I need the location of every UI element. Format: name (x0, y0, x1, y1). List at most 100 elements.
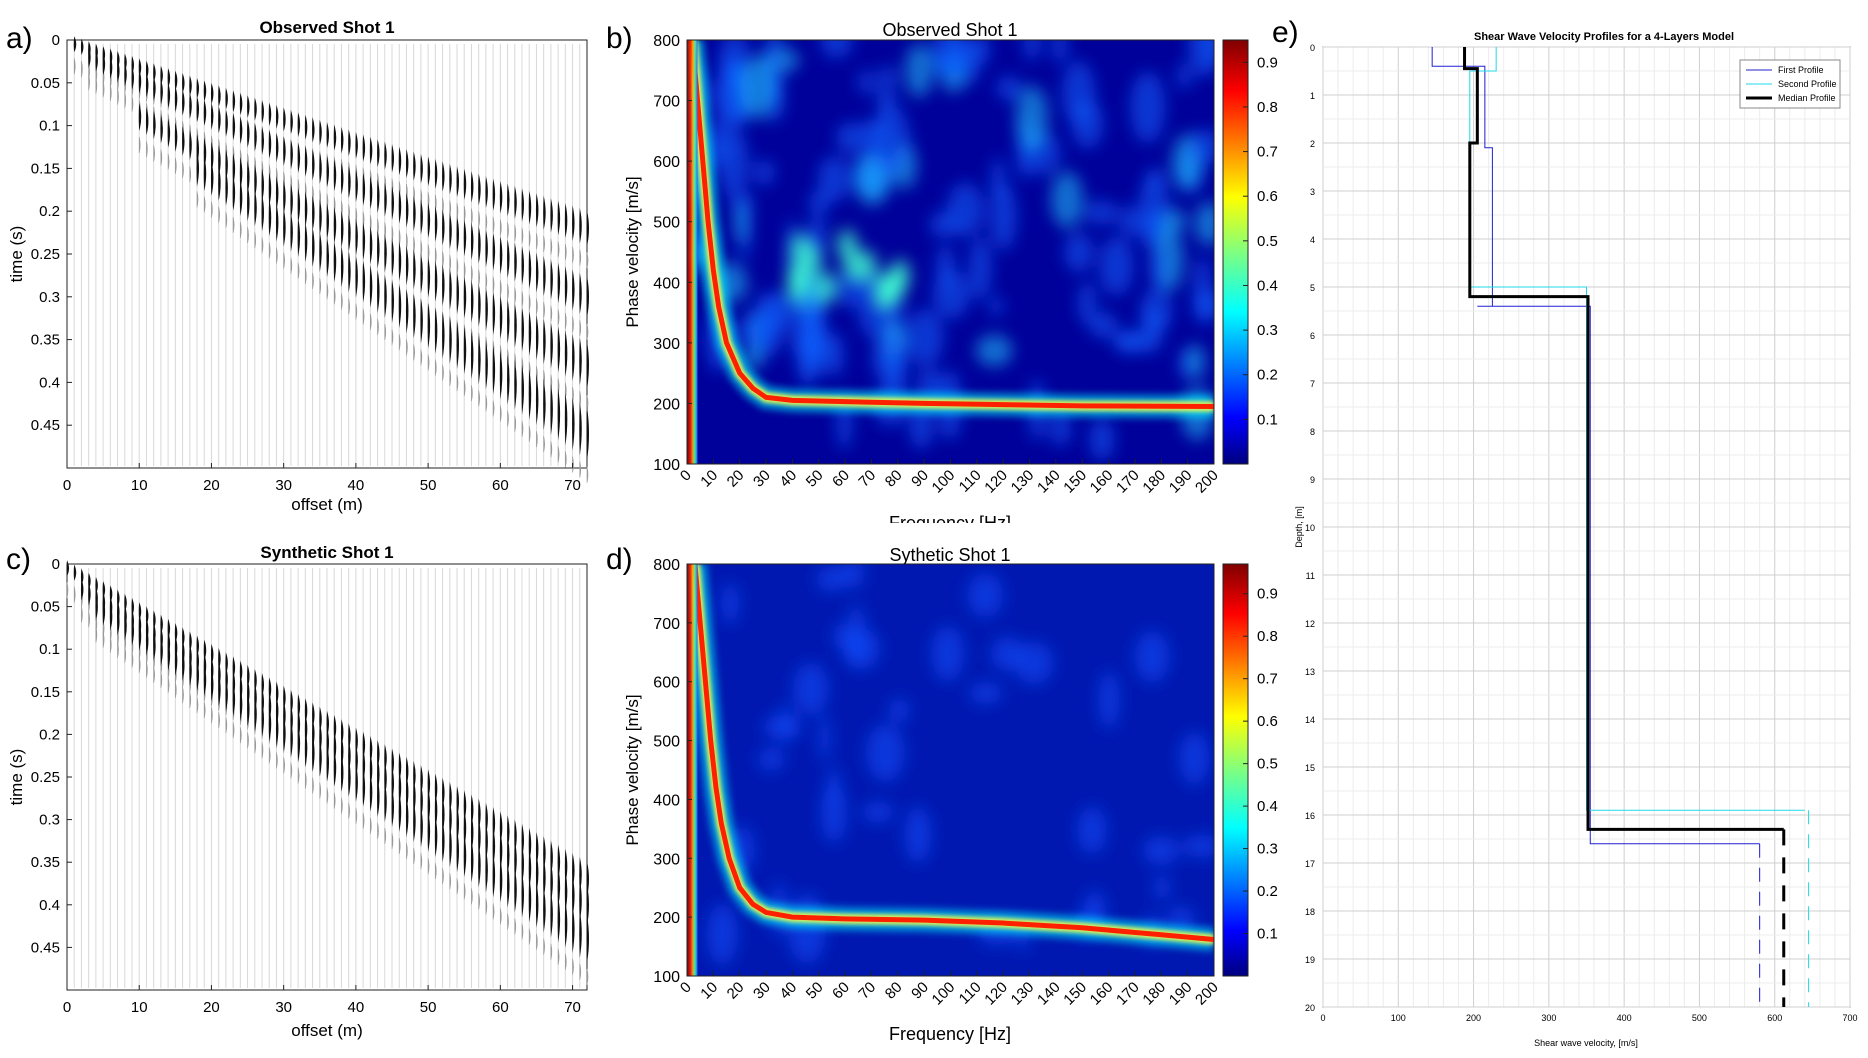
panel-d-y-tick-label: 100 (653, 969, 680, 986)
panel-a-wavelet (196, 77, 199, 99)
panel-b-texture (963, 40, 980, 84)
panel-a-wavelet (109, 56, 113, 79)
panel-b-texture (1077, 281, 1097, 325)
panel-a-wavelet (210, 82, 214, 105)
panel-e-y-tick-label: 10 (1305, 523, 1315, 533)
panel-d-x-tick-label: 180 (1139, 979, 1169, 1009)
panel-a-x-tick-label: 50 (420, 477, 437, 494)
panel-b-texture (1016, 85, 1049, 151)
panel-a-wavelet (485, 176, 488, 209)
panel-b-texture (905, 308, 944, 367)
panel-c-wavelet (80, 578, 84, 601)
panel-a-wavelet (326, 122, 329, 148)
panel-e-x-ticks: 0 100 200 300 400 500 600 700 (1320, 1013, 1857, 1023)
panel-c-wavelet (124, 611, 127, 641)
panel-a-wavelet-tail (305, 267, 307, 284)
panel-a-wavelet (507, 354, 510, 405)
panel-e-x-tick-label: 100 (1391, 1013, 1406, 1023)
panel-c-wavelet-tail (189, 691, 192, 709)
panel-a-wavelet (521, 364, 524, 415)
panel-d-texture (839, 564, 865, 588)
panel-c-wavelet (340, 753, 344, 792)
panel-a-wavelet (247, 119, 250, 148)
panel-c-wavelet (377, 777, 380, 817)
panel-c-xlabel: offset (m) (291, 1021, 362, 1040)
panel-d-texture (721, 582, 740, 625)
panel-b-texture (1089, 311, 1118, 339)
panel-b-texture (1188, 40, 1214, 78)
panel-c-wavelet-tail (203, 702, 206, 719)
legend-label-second: Second Profile (1778, 79, 1837, 89)
panel-a-wavelet-tail (543, 235, 545, 252)
panel-c-wavelet-tail (73, 586, 76, 603)
panel-c-wavelet (355, 763, 358, 802)
panel-d-cb-tick-label: 0.1 (1257, 926, 1278, 943)
panel-a-wavelet (377, 179, 380, 213)
panel-b-texture (1129, 71, 1166, 144)
panel-a-wavelet (333, 159, 337, 192)
panel-e-y-tick-label: 11 (1306, 571, 1315, 581)
panel-d-texture (820, 783, 847, 843)
panel-b-texture (1112, 329, 1142, 353)
panel-e-y-tick-label: 6 (1310, 331, 1315, 341)
panel-a-wavelet (384, 182, 387, 217)
panel-d-texture (818, 713, 831, 762)
panel-a-wavelet (348, 214, 351, 252)
panel-c-wavelet-tail (586, 968, 589, 985)
panel-b-x-tick-label: 80 (882, 467, 906, 491)
panel-d-x-tick-label: 30 (750, 979, 774, 1003)
panel-c-wavelet-tail (362, 812, 365, 829)
panel-a-wavelet (384, 141, 387, 170)
panel-a-wavelet (210, 160, 214, 196)
panel-b-texture (762, 292, 797, 331)
panel-b-x-tick-label: 60 (829, 467, 853, 491)
panel-a-wavelet (218, 106, 221, 134)
panel-a-wavelet (449, 316, 452, 364)
panel-c-wavelet-tail (326, 787, 329, 804)
panel-a-wavelet (514, 185, 517, 219)
panel-a-wavelet (362, 134, 366, 162)
panel-b-texture (1064, 232, 1094, 273)
panel-d-texture (1098, 671, 1120, 729)
panel-a-wavelet (391, 185, 394, 221)
panel-b-x-tick-label: 120 (981, 467, 1011, 497)
panel-b-texture (1099, 236, 1134, 296)
panel-d-x-tick-label: 170 (1113, 979, 1143, 1009)
panel-c-wavelet (160, 635, 163, 666)
panel-a-wavelet (247, 184, 250, 222)
panel-d-x-tick-label: 40 (776, 979, 800, 1003)
panel-b-texture (1186, 343, 1206, 380)
panel-a-wavelet (405, 245, 409, 286)
panel-a-wavelet (333, 241, 337, 283)
panel-d-x-tick-label: 70 (855, 979, 879, 1003)
panel-a-wavelet-tail (218, 206, 220, 223)
panel-a-wavelet-tail (565, 312, 567, 330)
panel-a-wavelet-tail (507, 410, 509, 427)
panel-a-wavelet (340, 210, 344, 248)
panel-a-wavelet (528, 368, 532, 420)
panel-b-texture (829, 331, 844, 378)
panel-a-wavelet (80, 38, 84, 56)
panel-a-wavelet (174, 122, 178, 152)
panel-a-wavelet-tail (579, 249, 582, 266)
panel-a-wavelet-tail (131, 95, 134, 112)
panel-b-texture (932, 271, 970, 319)
panel-a-wavelet (333, 206, 337, 244)
panel-c-wavelet (398, 791, 402, 833)
panel-a-wavelet (239, 179, 243, 216)
panel-b-texture (876, 83, 896, 117)
panel-c-wavelet-tail (268, 747, 271, 764)
panel-b-texture (1049, 408, 1072, 447)
panel-b-x-tick-label: 30 (750, 467, 774, 491)
panel-d-x-ticks: 0 10 20 30 40 50 60 70 80 90100110120130140150160… (677, 971, 1222, 1009)
panel-a-wavelet (572, 269, 575, 311)
panel-c-wavelet (572, 905, 575, 953)
panel-a-wavelet-tail (456, 374, 459, 392)
panel-a-wavelet (514, 302, 517, 348)
panel-b-texture (996, 75, 1022, 101)
panel-d-title: Sythetic Shot 1 (889, 545, 1010, 565)
panel-a-wavelet-tail (586, 466, 589, 483)
panel-a-wavelet (478, 335, 481, 385)
panel-d-texture (816, 566, 846, 592)
